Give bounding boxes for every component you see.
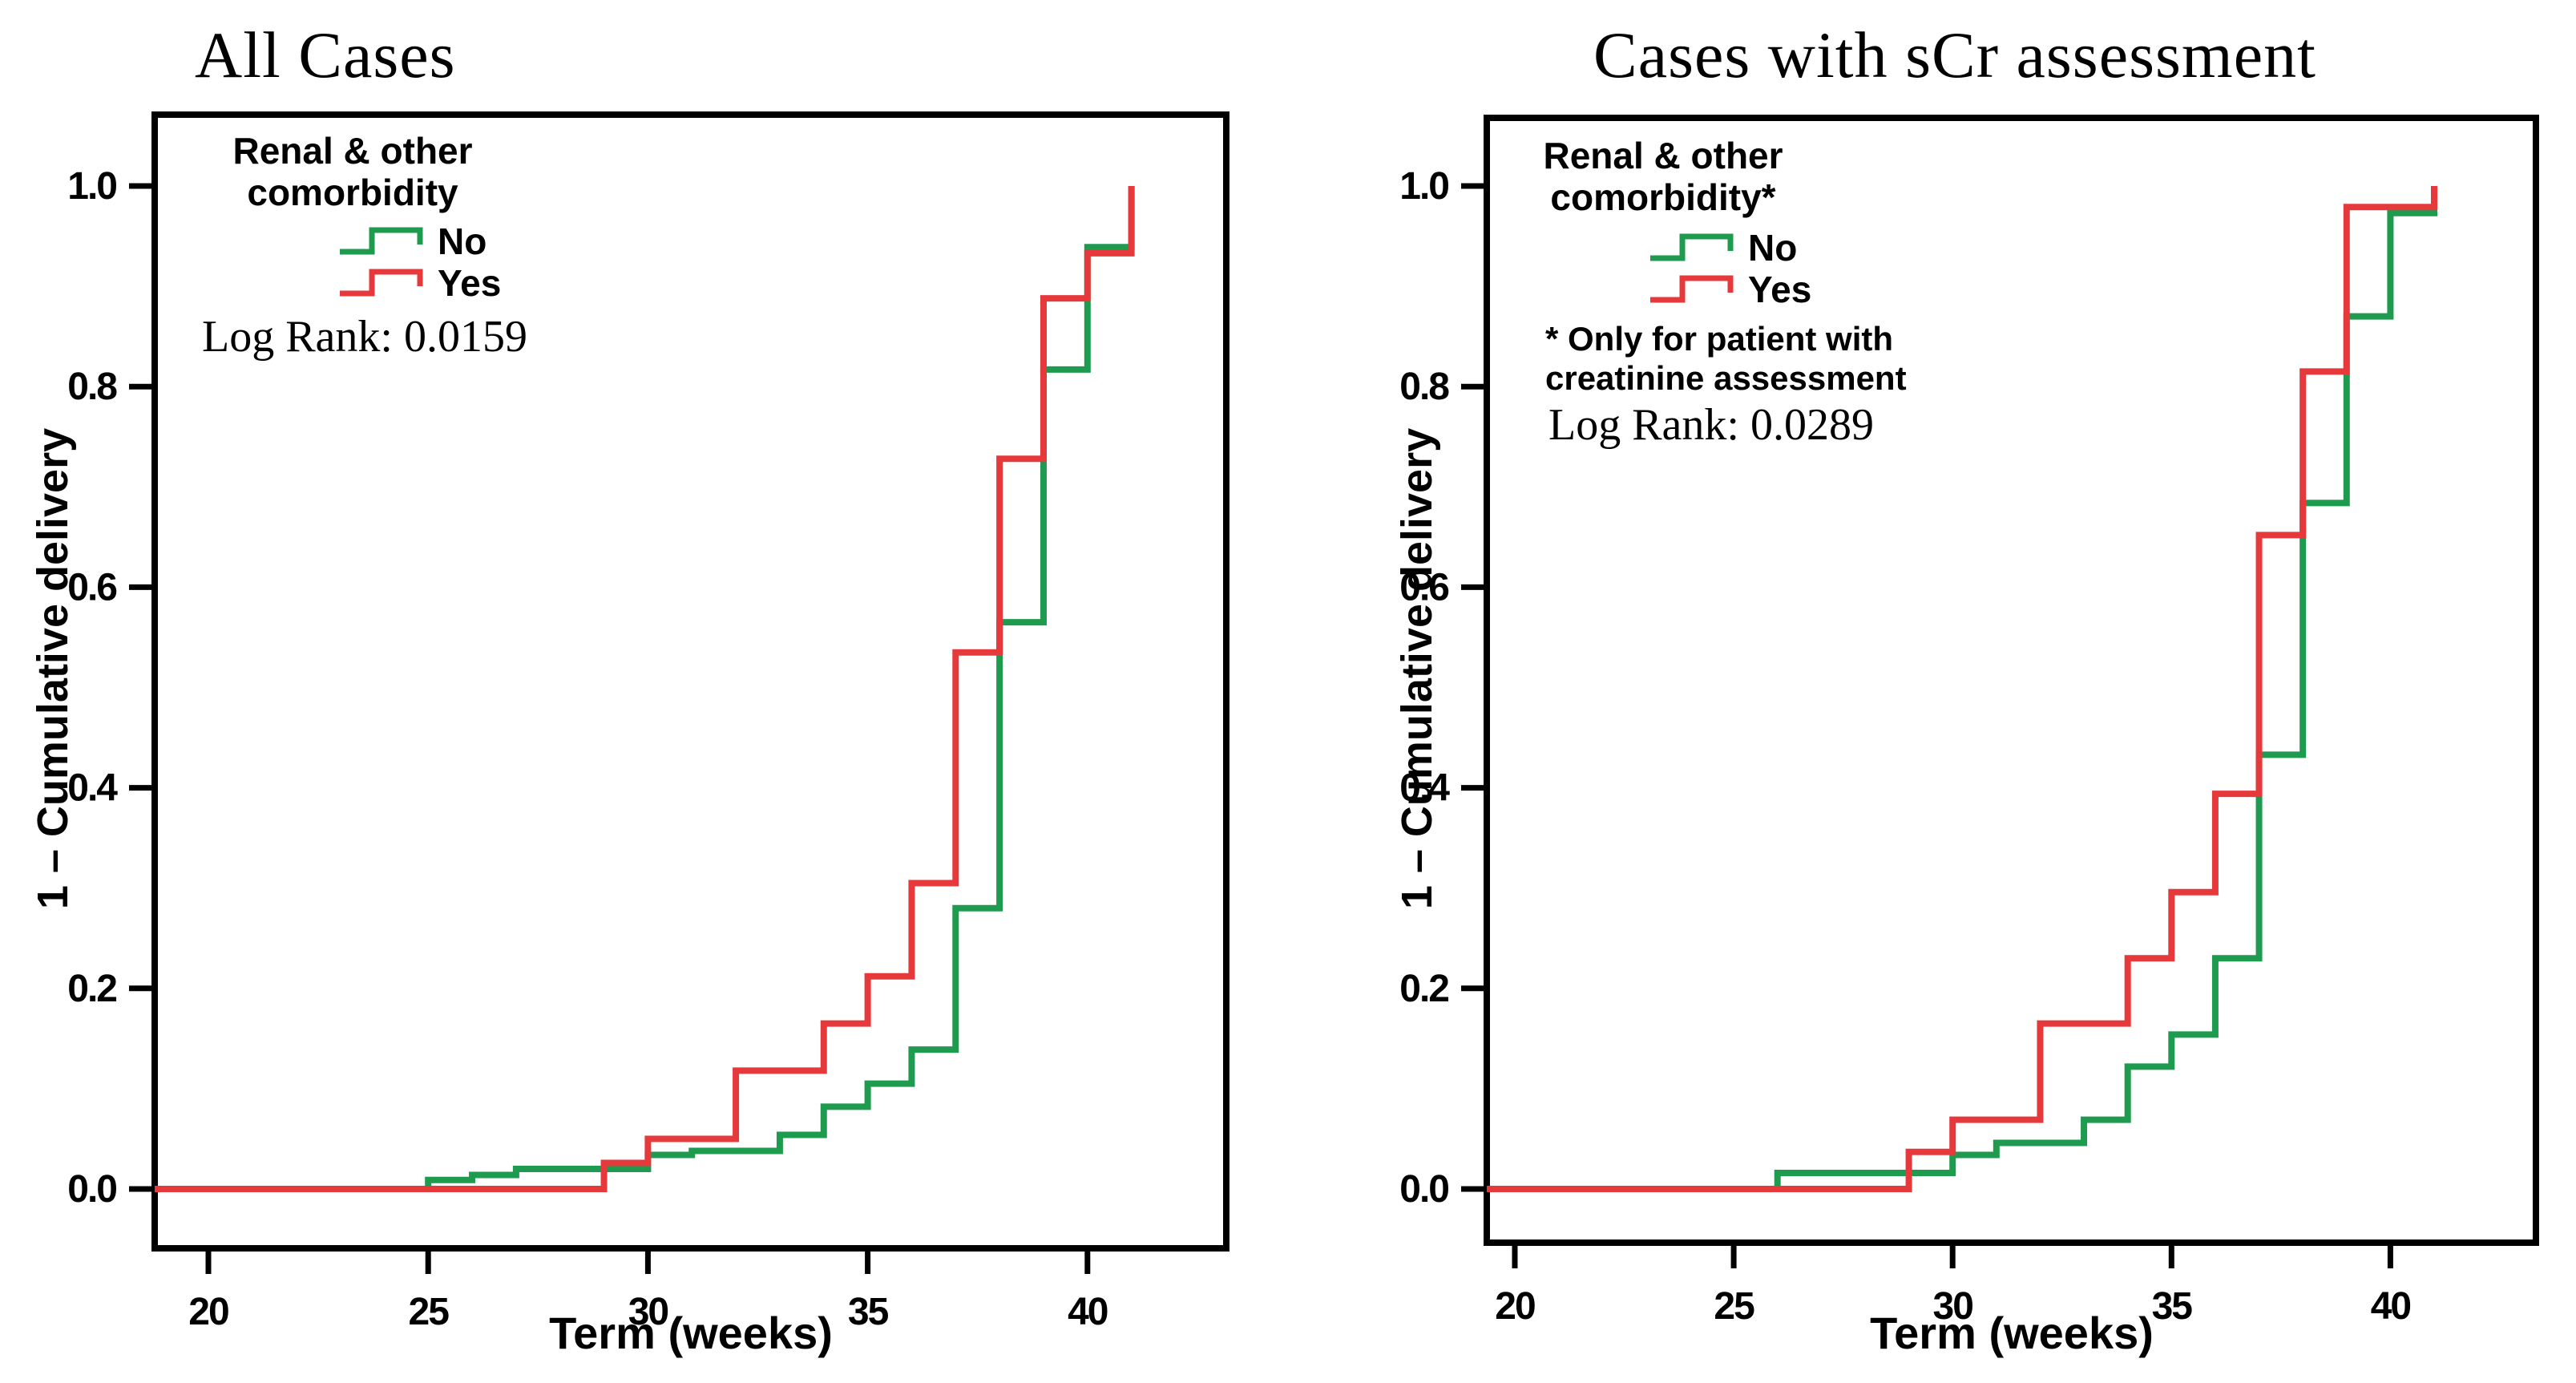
series-no	[155, 186, 1135, 1192]
log-rank-annotation-left: Log Rank: 0.0159	[202, 312, 527, 362]
legend-item-no: No	[337, 220, 501, 262]
y-tick-label: 0.2	[1399, 968, 1448, 1010]
x-tick-label: 40	[2371, 1285, 2411, 1328]
x-tick-label: 30	[628, 1291, 668, 1333]
y-tick-label: 1.0	[1399, 165, 1448, 208]
legend-item-yes: Yes	[1647, 269, 1812, 310]
legend-label-yes: Yes	[1748, 269, 1812, 310]
panel-plot-1: 20 25 30 35 40 0.0 0.2 0.4 0.6 0.8 1.0	[1399, 115, 2539, 1328]
footnote-line1: * Only for patient with	[1545, 320, 1894, 358]
x-tick-label: 40	[1068, 1291, 1108, 1333]
legend-left: No Yes	[337, 220, 502, 304]
x-tick-label: 20	[1495, 1285, 1535, 1328]
x-tick-label: 35	[848, 1291, 889, 1333]
footnote-line2: creatinine assessment	[1545, 359, 1907, 397]
x-tick-label: 35	[2152, 1285, 2193, 1328]
panel-title-scr-cases: Cases with sCr assessment	[1593, 18, 2316, 91]
panel-title-all-cases: All Cases	[195, 18, 456, 91]
y-tick-label: 0.0	[67, 1168, 116, 1211]
legend-title-line2: comorbidity*	[1550, 176, 1776, 218]
y-axis-label-left: 1 – Cumulative delivery	[29, 427, 77, 910]
step-line-icon	[340, 227, 423, 255]
plot-border	[151, 111, 1229, 1252]
legend-title-line2: comorbidity	[247, 172, 458, 213]
y-axis-label-right: 1 – Cumulative delivery	[1393, 427, 1441, 910]
x-axis-label-right: Term (weeks)	[1870, 1308, 2154, 1358]
legend-title-left: Renal & other comorbidity	[232, 130, 472, 213]
y-tick-label: 0.0	[1399, 1168, 1448, 1211]
legend-label-no: No	[1748, 227, 1798, 269]
y-tick-label: 1.0	[67, 165, 116, 208]
y-tick-label: 0.4	[1399, 767, 1450, 810]
x-tick-label: 25	[1714, 1285, 1754, 1328]
y-tick-label: 0.2	[67, 968, 116, 1010]
legend-title-right: Renal & other comorbidity*	[1543, 135, 1783, 218]
x-tick-label: 20	[188, 1291, 228, 1333]
y-tick-label: 0.6	[1399, 566, 1448, 609]
legend-right: No Yes	[1647, 227, 1812, 310]
step-line-icon	[1650, 233, 1734, 261]
x-axis-label-left: Term (weeks)	[549, 1308, 833, 1358]
y-tick-label: 0.4	[67, 767, 118, 810]
x-tick-label: 25	[409, 1291, 450, 1333]
step-line-icon	[340, 269, 423, 297]
legend-item-no: No	[1647, 227, 1811, 269]
legend-title-line1: Renal & other	[232, 130, 473, 172]
legend-label-no: No	[438, 220, 487, 262]
legend-item-yes: Yes	[337, 262, 502, 304]
legend-title-line1: Renal & other	[1543, 135, 1783, 176]
legend-label-yes: Yes	[438, 262, 502, 304]
step-line-icon	[1650, 275, 1734, 303]
footnote-right: * Only for patient with creatinine asses…	[1545, 319, 1907, 398]
series-yes	[155, 186, 1135, 1192]
y-tick-label: 0.8	[1399, 366, 1449, 408]
y-tick-label: 0.6	[67, 566, 116, 609]
plot-border	[1484, 115, 2539, 1246]
series-yes	[1487, 186, 2438, 1192]
x-tick-label: 30	[1933, 1285, 1973, 1328]
panel-plot-0: 20 25 30 35 40 0.0 0.2 0.4 0.6 0.8 1.0	[67, 111, 1229, 1333]
y-tick-label: 0.8	[67, 366, 117, 408]
log-rank-annotation-right: Log Rank: 0.0289	[1548, 400, 1874, 450]
